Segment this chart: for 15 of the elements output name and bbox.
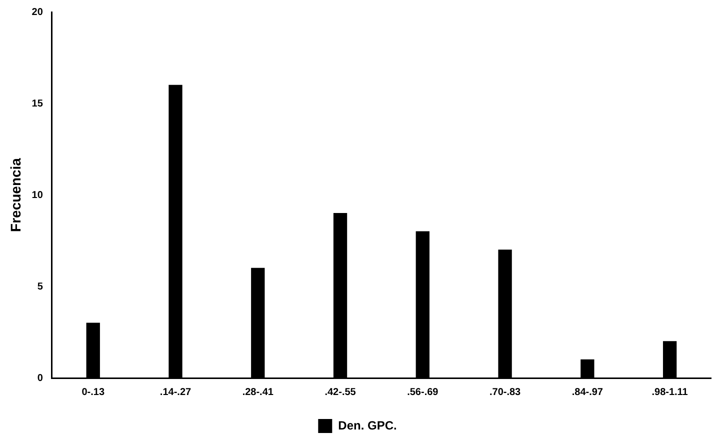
x-tick-label: .28-.41 [242, 386, 274, 398]
y-tick-label: 10 [32, 190, 44, 201]
x-tick-label: .98-1.11 [652, 386, 688, 398]
y-tick-label: 20 [32, 6, 44, 18]
x-tick-label: .42-.55 [324, 386, 356, 398]
y-tick-label: 5 [37, 281, 44, 292]
x-tick-label: .56-.69 [407, 386, 439, 398]
x-tick-label: .70-.83 [489, 386, 522, 398]
x-tick-label: .14-.27 [160, 386, 192, 398]
y-axis-title: Frecuencia [7, 158, 24, 232]
y-tick-label: 0 [37, 372, 44, 384]
x-tick-label: .84-.97 [572, 386, 604, 398]
y-tick-label: 15 [32, 98, 44, 110]
legend-label: Den. GPC. [338, 418, 397, 432]
x-tick-label: 0-.13 [82, 386, 105, 398]
